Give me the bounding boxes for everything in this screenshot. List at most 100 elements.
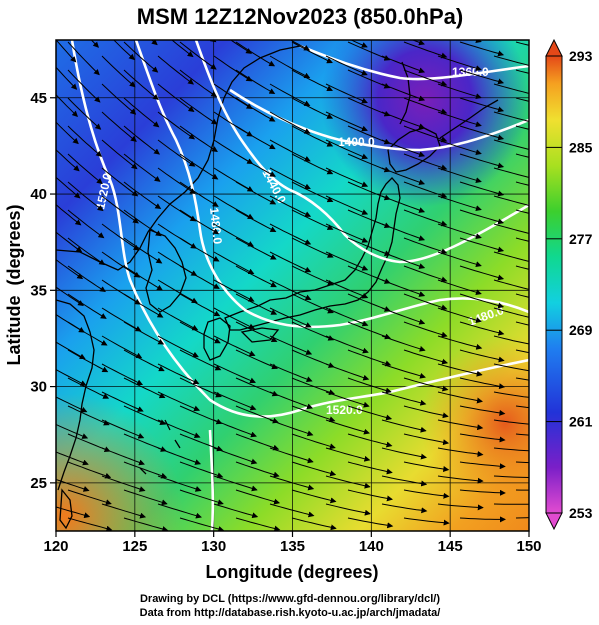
streamline (157, 83, 195, 112)
streamline (213, 223, 255, 247)
streamline (123, 405, 167, 425)
streamline (291, 489, 337, 504)
streamline (179, 433, 223, 452)
colorbar-tick-label: 293 (569, 48, 593, 64)
coast-china-east (56, 299, 95, 491)
streamline (101, 195, 139, 224)
streamline (101, 307, 142, 332)
streamline (179, 181, 219, 207)
contour-label: 1480.0 (207, 207, 225, 245)
streamline (325, 279, 369, 299)
streamline (403, 69, 448, 87)
streamline (494, 0, 538, 12)
streamline (325, 83, 368, 104)
streamline (179, 209, 220, 235)
streamline (235, 265, 277, 288)
streamline (291, 293, 334, 314)
streamline (179, 237, 220, 262)
streamline (437, 111, 482, 128)
streamline (381, 419, 427, 433)
colorbar-tick-label: 253 (569, 505, 593, 521)
streamline (291, 209, 334, 230)
streamline (67, 125, 103, 157)
streamline (459, 181, 505, 197)
streamline (381, 111, 426, 130)
streamline (493, 111, 529, 122)
streamline (437, 83, 482, 100)
streamline (459, 461, 506, 470)
streamline (235, 321, 278, 343)
streamline (56, 506, 91, 519)
streamline (325, 419, 370, 435)
streamline (101, 419, 145, 439)
streamline (403, 237, 448, 255)
streamline (213, 391, 257, 411)
streamline (459, 433, 506, 443)
streamline (158, 532, 202, 544)
streamline (269, 447, 314, 464)
streamline (403, 153, 448, 171)
streamline (403, 265, 448, 283)
streamline (437, 55, 482, 72)
wind-streamlines (56, 0, 538, 544)
y-tick-label: 40 (30, 186, 47, 203)
streamline (403, 321, 448, 338)
streamline (269, 167, 311, 190)
streamline (157, 167, 196, 195)
streamline (123, 237, 163, 264)
streamline (235, 97, 276, 122)
streamline (67, 349, 109, 373)
streamline (403, 41, 448, 59)
streamline (123, 153, 161, 182)
streamline (101, 251, 141, 278)
streamline (437, 139, 482, 156)
streamline (179, 349, 222, 371)
streamline (347, 461, 393, 475)
streamline (493, 419, 529, 425)
coast-honshu (224, 177, 401, 331)
streamline (291, 181, 334, 203)
streamline (515, 489, 529, 491)
streamline (67, 321, 108, 346)
streamline (403, 125, 448, 143)
coast-sakhalin (399, 61, 411, 125)
x-tick-label: 150 (516, 538, 541, 555)
streamline (515, 97, 529, 102)
credit-drawing: Drawing by DCL (https://www.gfd-dennou.o… (140, 593, 440, 605)
x-tick-label: 130 (201, 538, 226, 555)
streamline (101, 447, 145, 466)
streamline (213, 83, 253, 110)
streamline (411, 40, 425, 46)
streamline (123, 517, 169, 531)
streamline (403, 377, 449, 392)
streamline (437, 475, 484, 484)
streamline (459, 293, 505, 309)
streamline (515, 237, 529, 242)
streamline (515, 69, 529, 74)
streamline (269, 83, 311, 106)
streamline (101, 167, 139, 197)
y-axis: 25 30 35 40 45 (30, 90, 56, 492)
streamline (291, 433, 336, 450)
streamline (56, 176, 81, 199)
streamline (437, 223, 482, 240)
streamline (347, 69, 391, 89)
streamline (67, 405, 110, 426)
streamline (269, 307, 312, 328)
streamline (325, 55, 368, 76)
streamline (437, 391, 483, 404)
streamline (67, 153, 103, 185)
x-tick-label: 125 (122, 538, 147, 555)
streamline (179, 153, 219, 180)
contour-label: 1520.0 (326, 403, 363, 417)
streamline (325, 167, 369, 187)
streamline (459, 69, 505, 85)
streamline (515, 433, 529, 436)
streamline (381, 195, 426, 213)
streamline (381, 447, 427, 460)
streamline (179, 41, 217, 70)
streamline (291, 153, 334, 175)
streamline (56, 94, 79, 117)
streamline (381, 251, 426, 269)
